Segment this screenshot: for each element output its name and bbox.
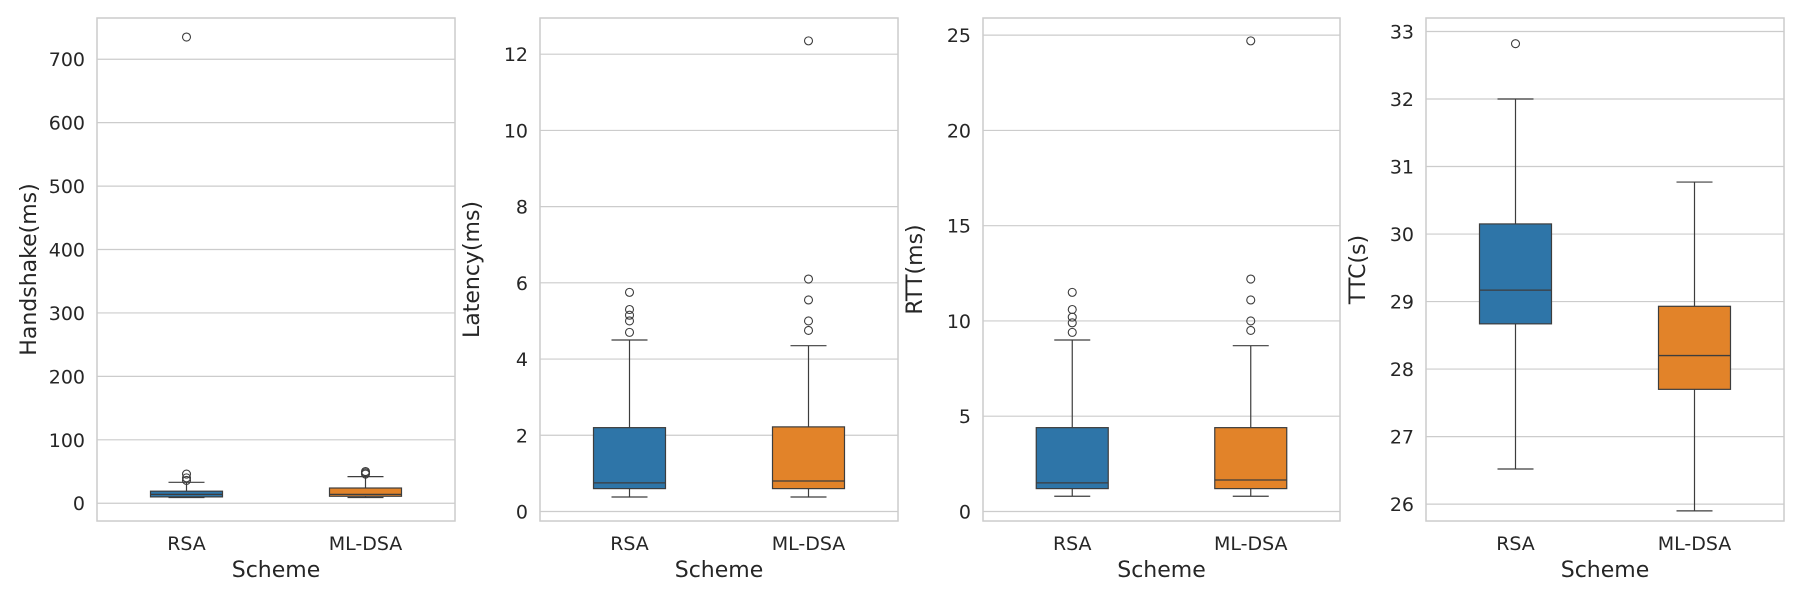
y-tick-label: 300 (49, 303, 85, 325)
y-tick-label: 5 (959, 406, 971, 428)
y-tick-label: 500 (49, 176, 85, 198)
outlier-point (1246, 295, 1256, 305)
y-tick-label: 2 (516, 425, 528, 447)
y-tick-label: 26 (1390, 494, 1414, 516)
box-iqr (328, 487, 403, 497)
outlier-point (803, 295, 814, 305)
x-tick-label: RSA (167, 533, 206, 555)
y-tick-label: 15 (947, 216, 971, 238)
outlier-point (624, 304, 635, 315)
box-rsa (1035, 287, 1109, 497)
y-tick-label: 29 (1390, 292, 1414, 314)
box-iqr (1657, 305, 1732, 390)
y-tick-label: 0 (516, 501, 528, 523)
y-axis-label: Latency(ms) (460, 201, 485, 338)
y-tick-label: 0 (959, 501, 971, 523)
y-axis-label: Handshake(ms) (17, 183, 42, 355)
y-tick-label: 400 (49, 240, 85, 262)
x-tick-label: RSA (1053, 533, 1092, 555)
y-tick-label: 28 (1390, 359, 1414, 381)
outlier-point (1246, 36, 1256, 46)
x-tick-label: ML-DSA (329, 533, 403, 555)
box-iqr (1214, 427, 1288, 490)
outlier-point (624, 316, 635, 326)
y-tick-label: 32 (1390, 89, 1414, 111)
outlier-point (624, 327, 635, 337)
y-tick-label: 200 (49, 366, 85, 388)
y-tick-label: 30 (1390, 224, 1414, 246)
outlier-point (360, 466, 371, 477)
outlier-point (1067, 287, 1077, 297)
outlier-point (803, 274, 814, 284)
outlier-point (803, 316, 814, 326)
y-tick-label: 10 (504, 120, 528, 142)
box-rsa (1478, 39, 1553, 470)
outlier-point (803, 325, 814, 336)
y-axis-label: RTT(ms) (903, 224, 928, 314)
outlier-point (1246, 325, 1256, 336)
y-tick-label: 10 (947, 311, 971, 333)
y-tick-label: 100 (49, 430, 85, 452)
chart-panel-handshake: 0 100 200 300 400 500 600 700 RSA ML-DSA Scheme Han… (17, 17, 456, 583)
outlier-point (624, 310, 635, 320)
x-tick-label: ML-DSA (772, 533, 846, 555)
y-tick-label: 33 (1390, 22, 1414, 44)
x-tick-label: ML-DSA (1658, 533, 1732, 555)
box-iqr (1478, 223, 1553, 325)
x-axis-label: Scheme (675, 558, 764, 583)
outlier-point (1510, 39, 1521, 49)
box-rsa (149, 32, 224, 499)
y-tick-label: 4 (516, 349, 528, 371)
outlier-point (181, 475, 192, 485)
y-tick-label: 20 (947, 120, 971, 142)
outlier-point (1067, 304, 1077, 315)
chart-panel-latency: 0 2 4 6 8 10 12 RSA ML-DSA Scheme Latency(ms) (460, 17, 899, 583)
y-tick-label: 600 (49, 113, 85, 135)
outlier-point (1067, 327, 1077, 337)
outlier-point (624, 287, 635, 297)
box-ml-dsa (1214, 36, 1288, 497)
y-tick-label: 25 (947, 25, 971, 47)
box-ml-dsa (328, 466, 403, 499)
outlier-point (803, 36, 814, 46)
outlier-point (1246, 274, 1256, 284)
x-axis-label: Scheme (232, 558, 321, 583)
y-tick-label: 0 (73, 493, 85, 515)
y-tick-label: 12 (504, 44, 528, 66)
box-ml-dsa (771, 36, 846, 498)
y-tick-label: 31 (1390, 157, 1414, 179)
outlier-point (181, 32, 192, 42)
y-tick-label: 27 (1390, 427, 1414, 449)
x-tick-label: RSA (1496, 533, 1535, 555)
outlier-point (1067, 318, 1077, 328)
y-tick-label: 700 (49, 49, 85, 71)
x-axis-label: Scheme (1117, 558, 1206, 583)
outlier-point (181, 473, 192, 483)
outlier-point (181, 469, 192, 479)
x-axis-label: Scheme (1561, 558, 1650, 583)
x-tick-label: ML-DSA (1214, 533, 1288, 555)
box-iqr (1035, 427, 1109, 490)
box-rsa (592, 287, 667, 498)
box-ml-dsa (1657, 181, 1732, 512)
y-axis-label: TTC(s) (1346, 235, 1371, 305)
box-iqr (771, 426, 846, 490)
chart-panel-rtt: 0 5 10 15 20 25 RSA ML-DSA Scheme RTT(ms) (903, 17, 1341, 583)
plot-area (96, 17, 456, 522)
box-iqr (592, 427, 667, 490)
x-tick-label: RSA (610, 533, 649, 555)
y-tick-label: 6 (516, 273, 528, 295)
chart-panel-ttc: 26 27 28 29 30 31 32 33 RSA ML-DSA Scheme TTC(s) (1346, 17, 1785, 583)
y-tick-label: 8 (516, 197, 528, 219)
outlier-point (1246, 316, 1256, 326)
